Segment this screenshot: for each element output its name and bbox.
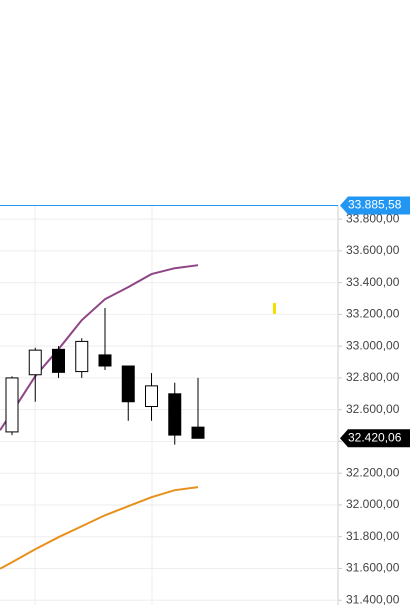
y-tick-label: 33.600,00 [346,243,400,257]
candle-body [28,349,42,376]
price-tag-label: 33.885,58 [348,198,402,212]
price-tag-label: 32.420,06 [348,430,402,444]
y-tick-label: 33.400,00 [346,275,400,289]
y-tick-label: 32.200,00 [346,465,400,479]
candle-body [75,340,89,373]
candle-body [52,348,65,373]
y-tick-label: 32.800,00 [346,370,400,384]
y-tick-label: 33.800,00 [346,211,400,225]
candle-body [98,354,112,367]
marker [273,303,276,314]
indicator-line [0,486,199,570]
indicator-line [0,264,199,431]
y-tick-label: 32.000,00 [346,497,400,511]
y-tick-label: 32.600,00 [346,402,400,416]
candle-body [121,365,135,403]
price-tag [340,429,410,448]
candle-body [5,377,19,433]
y-tick-label: 33.000,00 [346,338,400,352]
price-tag [340,196,410,215]
y-tick-label: 33.200,00 [346,307,400,321]
candle-body [168,393,182,436]
y-tick-label: 31.400,00 [346,592,400,605]
candle-body [145,385,158,408]
y-tick-label: 31.600,00 [346,561,400,575]
candle-body [191,426,205,439]
y-tick-label: 31.800,00 [346,529,400,543]
